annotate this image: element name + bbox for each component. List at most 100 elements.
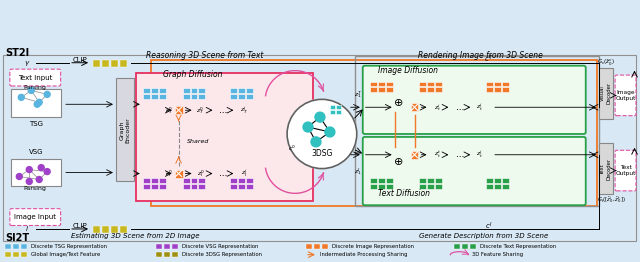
- Bar: [494, 88, 501, 92]
- Bar: [150, 94, 157, 99]
- Circle shape: [28, 88, 34, 93]
- Text: TSG: TSG: [29, 121, 44, 127]
- Circle shape: [19, 94, 24, 100]
- FancyBboxPatch shape: [598, 143, 612, 194]
- Bar: [428, 184, 435, 189]
- Circle shape: [311, 137, 321, 147]
- Bar: [230, 184, 237, 189]
- Bar: [246, 184, 253, 189]
- Text: $z_I^j$: $z_I^j$: [241, 168, 248, 179]
- Bar: [435, 88, 442, 92]
- Bar: [419, 88, 426, 92]
- Bar: [198, 178, 205, 183]
- Bar: [13, 252, 19, 257]
- Bar: [5, 252, 12, 257]
- Text: $z_t^j$: $z_t^j$: [476, 149, 483, 161]
- Text: $c^I$: $c^I$: [485, 220, 493, 232]
- Text: Image
Output: Image Output: [616, 90, 636, 101]
- FancyBboxPatch shape: [10, 69, 61, 86]
- Bar: [13, 244, 19, 249]
- Circle shape: [315, 112, 325, 122]
- Bar: [164, 244, 170, 249]
- Text: Indermediate Processing Sharing: Indermediate Processing Sharing: [320, 252, 408, 257]
- Bar: [156, 244, 162, 249]
- Text: $c^0$: $c^0$: [288, 144, 296, 154]
- Text: $G_v(\hat{z}_0^v)$: $G_v(\hat{z}_0^v)$: [596, 58, 614, 68]
- Bar: [435, 81, 442, 86]
- Bar: [102, 60, 109, 67]
- Bar: [93, 60, 100, 67]
- Bar: [230, 178, 237, 183]
- Text: $z_1^I$: $z_1^I$: [354, 166, 362, 177]
- FancyBboxPatch shape: [410, 103, 419, 111]
- Text: Reasoning 3D Scene from Text: Reasoning 3D Scene from Text: [146, 51, 263, 60]
- Bar: [462, 244, 468, 249]
- Bar: [428, 81, 435, 86]
- Text: $z_T^0$: $z_T^0$: [196, 105, 205, 116]
- Bar: [143, 184, 150, 189]
- Bar: [330, 110, 335, 114]
- Text: $\cdots$: $\cdots$: [218, 169, 227, 178]
- Text: $\cdots$: $\cdots$: [218, 106, 227, 115]
- Bar: [191, 94, 198, 99]
- Text: VSG: VSG: [29, 149, 44, 155]
- Text: Discrete Image Representation: Discrete Image Representation: [332, 244, 414, 249]
- Bar: [230, 94, 237, 99]
- Bar: [435, 178, 442, 183]
- Bar: [238, 89, 245, 93]
- Bar: [306, 244, 312, 249]
- Text: $\cdots$: $\cdots$: [454, 150, 464, 159]
- Circle shape: [44, 169, 50, 174]
- Bar: [172, 252, 177, 257]
- Text: $z_t^t$: $z_t^t$: [434, 150, 441, 160]
- Bar: [111, 226, 118, 233]
- FancyBboxPatch shape: [116, 78, 134, 182]
- Circle shape: [17, 173, 22, 179]
- Bar: [378, 81, 385, 86]
- Circle shape: [36, 177, 42, 182]
- Circle shape: [303, 122, 313, 132]
- Bar: [198, 89, 205, 93]
- Text: Discrete VSG Representation: Discrete VSG Representation: [182, 244, 258, 249]
- Text: Discrete TSG Representation: Discrete TSG Representation: [31, 244, 108, 249]
- Bar: [159, 89, 166, 93]
- Bar: [502, 184, 509, 189]
- Bar: [246, 94, 253, 99]
- Bar: [120, 226, 127, 233]
- Circle shape: [44, 91, 50, 97]
- Text: Global Image/Text Feature: Global Image/Text Feature: [31, 252, 100, 257]
- Text: Discrete Text Representation: Discrete Text Representation: [480, 244, 556, 249]
- Text: $z_I^0$: $z_I^0$: [196, 168, 204, 179]
- Bar: [378, 184, 385, 189]
- Text: $\oplus$: $\oplus$: [394, 97, 404, 108]
- FancyBboxPatch shape: [598, 68, 612, 119]
- Text: γ: γ: [24, 60, 28, 66]
- Text: Generate Description from 3D Scene: Generate Description from 3D Scene: [419, 233, 548, 239]
- Bar: [428, 88, 435, 92]
- Bar: [191, 89, 198, 93]
- Text: Rendering Image from 3D Scene: Rendering Image from 3D Scene: [417, 51, 542, 60]
- Text: $z_1^T$: $z_1^T$: [353, 89, 362, 100]
- Text: $z_T^0$: $z_T^0$: [164, 105, 173, 116]
- Bar: [378, 178, 385, 183]
- Text: $\oplus$: $\oplus$: [394, 156, 404, 167]
- FancyBboxPatch shape: [363, 137, 586, 205]
- FancyBboxPatch shape: [12, 89, 61, 117]
- Bar: [486, 184, 493, 189]
- Text: Text
Output: Text Output: [616, 165, 636, 176]
- Circle shape: [34, 101, 40, 107]
- Text: $z_T^j$: $z_T^j$: [240, 105, 248, 116]
- Bar: [428, 178, 435, 183]
- Text: Parsing: Parsing: [24, 186, 47, 191]
- Text: $G_t([\hat{z}_0^i,\hat{z}_0^t])$: $G_t([\hat{z}_0^i,\hat{z}_0^t])$: [596, 194, 625, 205]
- Bar: [502, 81, 509, 86]
- Text: CLIP: CLIP: [73, 57, 88, 63]
- Bar: [143, 94, 150, 99]
- Bar: [386, 178, 392, 183]
- Bar: [470, 244, 476, 249]
- Bar: [238, 94, 245, 99]
- Bar: [191, 184, 198, 189]
- Bar: [419, 81, 426, 86]
- Text: ST2I: ST2I: [5, 48, 29, 58]
- Bar: [370, 184, 377, 189]
